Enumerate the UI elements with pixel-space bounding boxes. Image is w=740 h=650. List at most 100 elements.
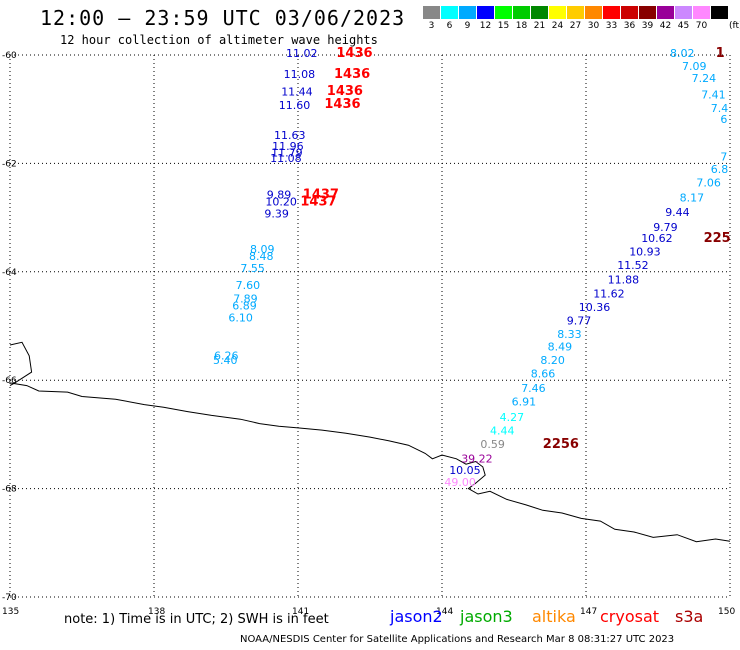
latitude-label: -66 [2, 376, 17, 386]
wave-height-value: 8.48 [249, 250, 273, 263]
legend-label: 39 [641, 21, 654, 31]
legend-swatch [675, 6, 692, 19]
legend-swatch [603, 6, 620, 19]
legend-label: 45 [677, 21, 690, 31]
latitude-label: -70 [2, 593, 17, 603]
wave-height-value: 6 [720, 113, 727, 126]
satellite-name: altika [532, 607, 576, 626]
credit-line: NOAA/NESDIS Center for Satellite Applica… [240, 634, 675, 645]
wave-height-value: 11.60 [279, 99, 311, 112]
wave-height-points: 11.0211.0811.4411.6011.6311.9611.7911.08… [213, 47, 728, 489]
wave-height-value: 10.36 [579, 301, 611, 314]
legend-label: 21 [533, 21, 546, 31]
legend-swatch [441, 6, 458, 19]
wave-height-value: 11.08 [270, 152, 302, 165]
wave-height-value: 7.60 [236, 279, 261, 292]
legend-label: 42 [659, 21, 672, 31]
legend-swatch [711, 6, 728, 19]
wave-height-value: 11.52 [617, 259, 649, 272]
wave-height-value: 9.39 [264, 208, 289, 221]
wave-height-value: 4.27 [500, 411, 524, 424]
legend-label: 27 [569, 21, 582, 31]
wave-height-value: 8.49 [548, 340, 573, 353]
wave-height-value: 7.41 [701, 88, 726, 101]
wave-height-value: 11.62 [593, 287, 625, 300]
graticule [9, 54, 731, 598]
legend-swatch [477, 6, 494, 19]
wave-height-value: 10.62 [641, 232, 673, 245]
wave-height-value: 7.89 [233, 293, 258, 306]
longitude-label: 147 [580, 607, 597, 617]
wave-height-value: 8.02 [670, 47, 695, 60]
wave-height-value: 10.05 [449, 464, 481, 477]
wave-height-value: 11.02 [286, 47, 318, 60]
wave-height-value: 11.96 [272, 140, 304, 153]
legend-swatch [513, 6, 530, 19]
wave-height-value: 7.46 [521, 382, 546, 395]
legend-swatch [549, 6, 566, 19]
latitude-label: -68 [2, 485, 17, 495]
legend-label: 12 [479, 21, 492, 31]
legend-label: 18 [515, 21, 528, 31]
footer-note: note: 1) Time is in UTC; 2) SWH is in fe… [64, 612, 329, 627]
longitude-label: 141 [292, 607, 309, 617]
wave-height-value: 11.79 [271, 146, 303, 159]
wave-height-value: 39.22 [461, 453, 493, 466]
legend-label: 9 [464, 21, 471, 31]
wave-height-value: 10.93 [629, 246, 661, 259]
legend-swatch [585, 6, 602, 19]
pass-time-label: 1437 [300, 195, 336, 210]
pass-time-label: 1436 [336, 46, 372, 61]
legend-label: 15 [497, 21, 510, 31]
wave-height-value: 7.55 [240, 262, 265, 275]
longitude-label: 150 [718, 607, 735, 617]
satellite-name: s3a [675, 607, 704, 626]
wave-height-value: 7.09 [682, 60, 707, 73]
wave-height-value: 9.44 [665, 206, 690, 219]
satellite-name: jason3 [460, 607, 513, 626]
page-title: 12:00 — 23:59 UTC 03/06/2023 [40, 6, 406, 30]
legend-label: 33 [605, 21, 618, 31]
wave-height-value: 6.10 [228, 312, 253, 325]
legend-swatch [423, 6, 440, 19]
wave-height-value: 11.44 [281, 86, 313, 99]
legend-label: 6 [446, 21, 453, 31]
wave-height-value: 8.20 [540, 354, 565, 367]
pass-time-label: 1437 [303, 188, 339, 203]
wave-height-value: 10.20 [265, 196, 297, 209]
wave-height-value: 7.4 [711, 102, 729, 115]
legend-swatch [567, 6, 584, 19]
latitude-label: -62 [2, 159, 17, 169]
pass-time-label: 2256 [543, 437, 579, 452]
legend-label: 70 [695, 21, 708, 31]
longitude-label: 144 [436, 607, 453, 617]
wave-height-value: 11.63 [274, 129, 306, 142]
pass-time-label: 1 [716, 46, 725, 61]
legend-swatch [495, 6, 512, 19]
longitude-label: 135 [2, 607, 19, 617]
wave-height-value: 5.40 [213, 354, 238, 367]
satellite-name: jason2 [390, 607, 443, 626]
wave-height-value: 9.79 [653, 221, 678, 234]
pass-time-label: 1436 [327, 84, 363, 99]
wave-height-value: 9.77 [567, 314, 592, 327]
legend-label: 36 [623, 21, 636, 31]
wave-height-value: 8.33 [557, 328, 582, 341]
legend-swatch [459, 6, 476, 19]
axis-ticks: -60 -62 -64 -66 -68 -70 135 138 141 144 147 150 [2, 51, 735, 617]
pass-time-label: 1436 [334, 67, 370, 82]
page-subtitle: 12 hour collection of altimeter wave hei… [60, 33, 378, 47]
pass-time-label: 1436 [324, 97, 360, 112]
pass-time-label: 225 [704, 231, 731, 246]
legend-swatch [657, 6, 674, 19]
wave-height-value: 8.17 [680, 191, 705, 204]
legend-swatch [531, 6, 548, 19]
coastline [9, 341, 731, 543]
wave-height-value: 6.8 [711, 163, 729, 176]
wave-height-value: 8.09 [250, 243, 275, 256]
wave-height-value: 6.89 [232, 300, 256, 313]
legend-unit: (ft) [729, 21, 740, 31]
legend-swatch [639, 6, 656, 19]
